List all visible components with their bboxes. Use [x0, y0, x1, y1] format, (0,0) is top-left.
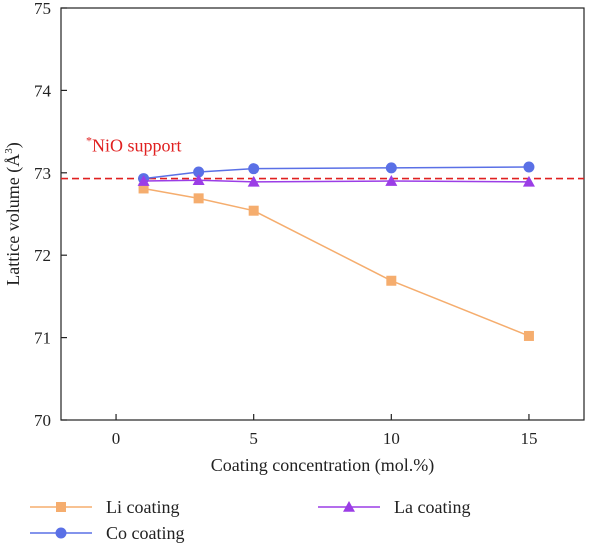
- data-point-square: [56, 502, 66, 512]
- legend-item: Co coating: [30, 523, 185, 543]
- legend-label: La coating: [394, 497, 470, 517]
- reference-line-label: *NiO support: [86, 134, 182, 156]
- data-point-circle: [523, 161, 535, 173]
- reference-line-group: *NiO support: [61, 134, 584, 180]
- x-axis-title: Coating concentration (mol.%): [211, 455, 434, 476]
- data-point-triangle: [343, 501, 355, 512]
- x-tick-label: 10: [383, 429, 400, 448]
- axes-group: 0 5 10 15 70 71 72 73 74 75: [34, 0, 537, 448]
- data-point-square: [193, 193, 204, 204]
- data-point-triangle: [385, 175, 398, 186]
- series-line: [143, 187, 530, 337]
- data-point-triangle: [137, 175, 150, 186]
- y-tick-label: 71: [34, 329, 51, 348]
- y-tick-label: 74: [34, 81, 52, 100]
- x-tick-label: 15: [520, 429, 537, 448]
- reference-label-asterisk: *: [86, 134, 92, 148]
- data-point-square: [138, 183, 149, 194]
- y-tick-label: 70: [34, 411, 51, 430]
- data-point-square: [523, 330, 534, 341]
- series-group: [137, 161, 535, 341]
- data-point-circle: [248, 163, 260, 175]
- data-point-square: [248, 205, 259, 216]
- series-la-coating: [137, 174, 535, 187]
- x-tick-label: 5: [249, 429, 258, 448]
- data-point-square: [386, 275, 397, 286]
- y-tick-label: 75: [34, 0, 51, 18]
- legend: Li coating Co coating La coating: [30, 497, 470, 543]
- legend-item: La coating: [318, 497, 470, 517]
- data-point-circle: [193, 166, 205, 178]
- y-axis-title-main: Lattice volume (Å: [3, 154, 24, 286]
- data-point-triangle: [192, 174, 205, 186]
- plot-frame: [60, 7, 585, 421]
- x-tick-label: 0: [112, 429, 121, 448]
- y-tick-label: 72: [34, 246, 51, 265]
- legend-item: Li coating: [30, 497, 179, 517]
- y-axis-title-tail: ): [3, 142, 24, 148]
- series-li-coating: [138, 183, 534, 341]
- legend-label: Li coating: [106, 497, 179, 517]
- data-point-circle: [55, 527, 67, 539]
- plot-area: [60, 7, 585, 421]
- legend-label: Co coating: [106, 523, 185, 543]
- y-axis-title: Lattice volume (Å3): [3, 142, 24, 285]
- data-point-circle: [385, 162, 397, 174]
- y-tick-label: 73: [34, 164, 51, 183]
- y-axis-title-superscript: 3: [3, 148, 15, 154]
- data-point-triangle: [522, 175, 535, 187]
- reference-label-text: NiO support: [92, 136, 182, 156]
- data-point-triangle: [247, 175, 260, 187]
